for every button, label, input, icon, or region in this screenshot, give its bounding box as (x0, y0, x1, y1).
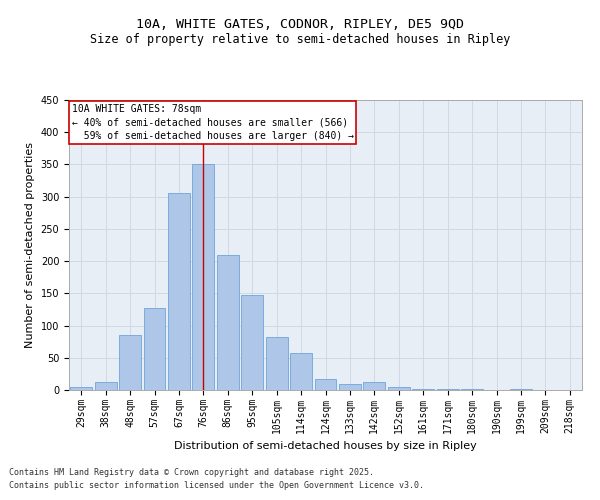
Bar (70, 387, 92, 390)
Bar (143, 308, 166, 390)
Bar (339, 384, 361, 390)
Bar (314, 379, 337, 390)
Bar (95, 382, 116, 390)
Bar (388, 387, 410, 390)
Bar (461, 388, 483, 390)
Bar (241, 296, 263, 390)
Bar (193, 164, 214, 390)
Text: 10A WHITE GATES: 78sqm
← 40% of semi-detached houses are smaller (566)
  59% of : 10A WHITE GATES: 78sqm ← 40% of semi-det… (71, 104, 353, 141)
Y-axis label: Number of semi-detached properties: Number of semi-detached properties (25, 142, 35, 348)
Bar (119, 335, 141, 390)
Text: 10A, WHITE GATES, CODNOR, RIPLEY, DE5 9QD: 10A, WHITE GATES, CODNOR, RIPLEY, DE5 9Q… (136, 18, 464, 30)
Bar (266, 336, 287, 390)
Text: Contains HM Land Registry data © Crown copyright and database right 2025.: Contains HM Land Registry data © Crown c… (9, 468, 374, 477)
X-axis label: Distribution of semi-detached houses by size in Ripley: Distribution of semi-detached houses by … (174, 441, 477, 451)
Bar (217, 254, 239, 390)
Bar (168, 194, 190, 390)
Text: Size of property relative to semi-detached houses in Ripley: Size of property relative to semi-detach… (90, 32, 510, 46)
Bar (364, 382, 385, 390)
Bar (290, 354, 312, 390)
Text: Contains public sector information licensed under the Open Government Licence v3: Contains public sector information licen… (9, 480, 424, 490)
